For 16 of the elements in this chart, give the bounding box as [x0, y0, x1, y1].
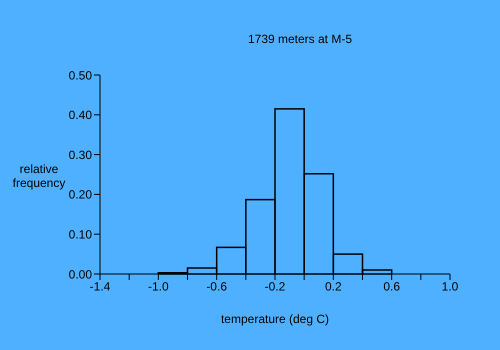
- chart-title: 1739 meters at M-5: [246, 32, 354, 46]
- x-tick-label: -0.2: [264, 280, 286, 294]
- x-tick-label: 1.0: [442, 280, 459, 294]
- y-tick-label: 0.40: [68, 108, 92, 122]
- x-tick-label: 0.2: [324, 280, 342, 294]
- x-tick-label: -1.0: [148, 280, 169, 294]
- x-axis-title: temperature (deg C): [220, 312, 330, 326]
- y-axis-title: relative frequency: [12, 162, 66, 190]
- y-tick-label: 0.00: [68, 267, 92, 282]
- y-tick-label: 0.10: [68, 227, 92, 242]
- y-tick-label: 0.50: [68, 68, 92, 82]
- x-tick-label: -0.6: [206, 280, 228, 294]
- x-tick-label: -1.4: [90, 280, 111, 294]
- y-tick-label: 0.20: [68, 188, 92, 202]
- x-tick-label: 0.6: [383, 280, 400, 294]
- y-tick-label: 0.30: [68, 148, 92, 162]
